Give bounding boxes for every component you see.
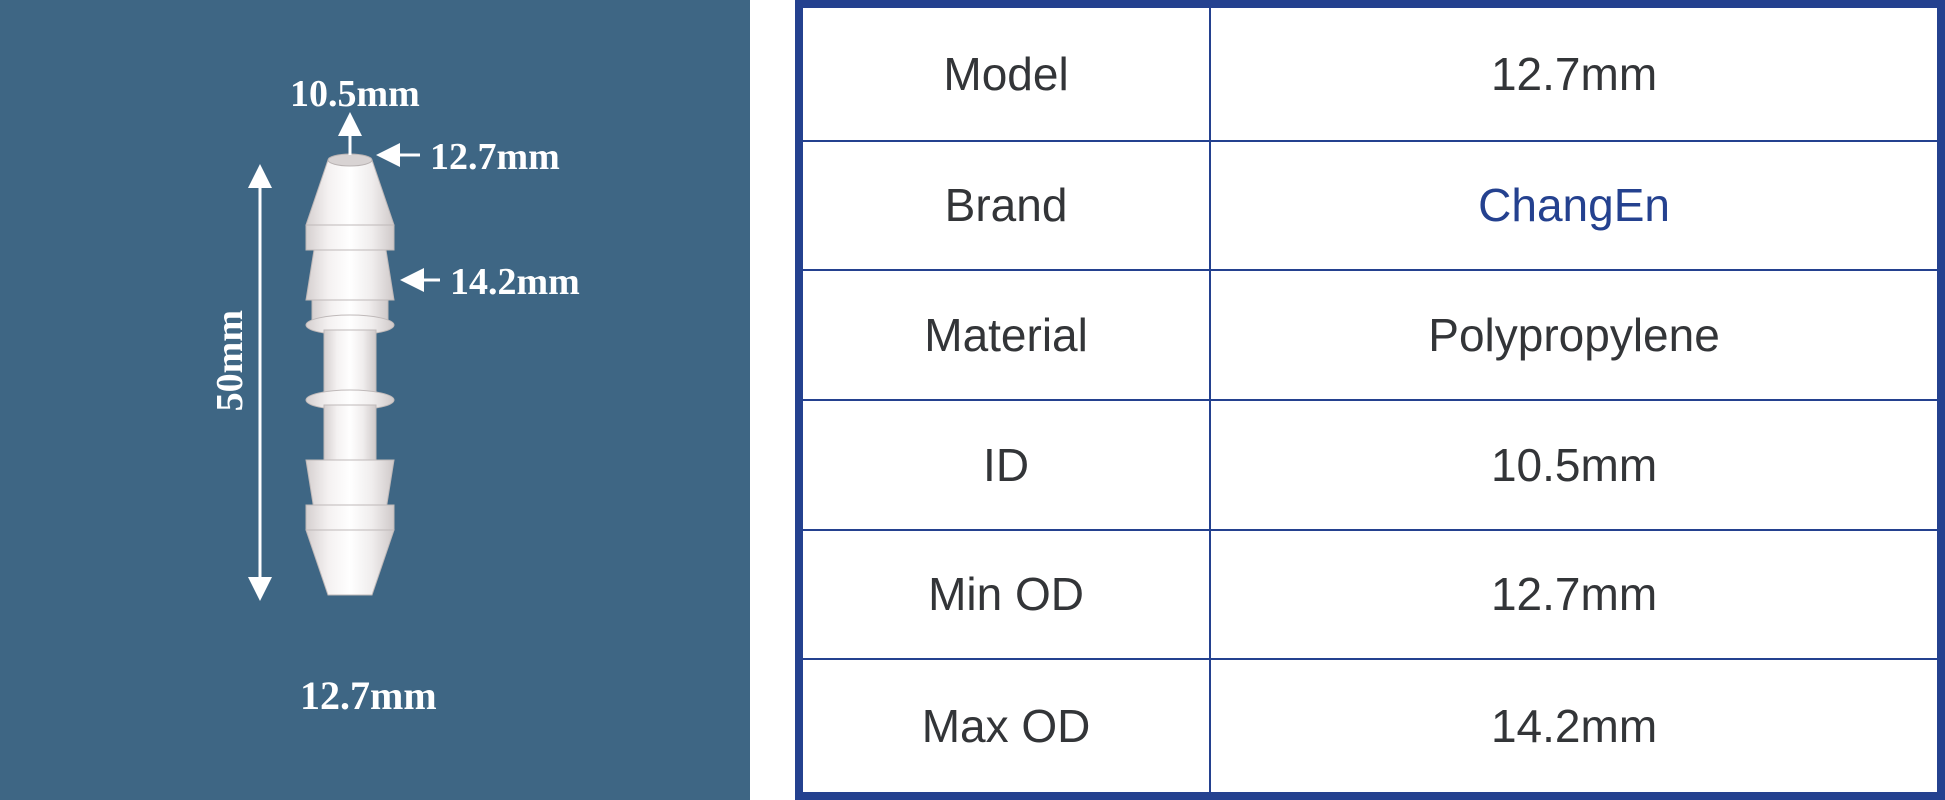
dim-mid-od: 14.2mm — [450, 260, 580, 304]
dim-upper-od: 12.7mm — [430, 135, 560, 179]
spec-value: 14.2mm — [1210, 659, 1941, 796]
spec-key: Max OD — [799, 659, 1210, 796]
spec-key: Brand — [799, 141, 1210, 271]
spec-key: Material — [799, 270, 1210, 400]
spec-value: ChangEn — [1210, 141, 1941, 271]
table-row: ID10.5mm — [799, 400, 1941, 530]
spec-value: 10.5mm — [1210, 400, 1941, 530]
dim-bottom: 12.7mm — [300, 672, 437, 719]
spec-key: Model — [799, 4, 1210, 141]
spec-key: ID — [799, 400, 1210, 530]
spec-table: Model12.7mmBrandChangEnMaterialPolypropy… — [795, 0, 1945, 800]
spec-key: Min OD — [799, 530, 1210, 660]
table-row: BrandChangEn — [799, 141, 1941, 271]
panel-gap — [750, 0, 795, 800]
spec-value: 12.7mm — [1210, 530, 1941, 660]
table-row: MaterialPolypropylene — [799, 270, 1941, 400]
dim-top-id: 10.5mm — [290, 72, 420, 116]
spec-value: Polypropylene — [1210, 270, 1941, 400]
table-row: Model12.7mm — [799, 4, 1941, 141]
table-row: Max OD14.2mm — [799, 659, 1941, 796]
spec-table-panel: Model12.7mmBrandChangEnMaterialPolypropy… — [795, 0, 1945, 800]
table-row: Min OD12.7mm — [799, 530, 1941, 660]
spec-value: 12.7mm — [1210, 4, 1941, 141]
product-diagram-panel: 10.5mm 12.7mm 14.2mm 12.7mm 50mm — [0, 0, 750, 800]
dim-height: 50mm — [208, 310, 252, 411]
